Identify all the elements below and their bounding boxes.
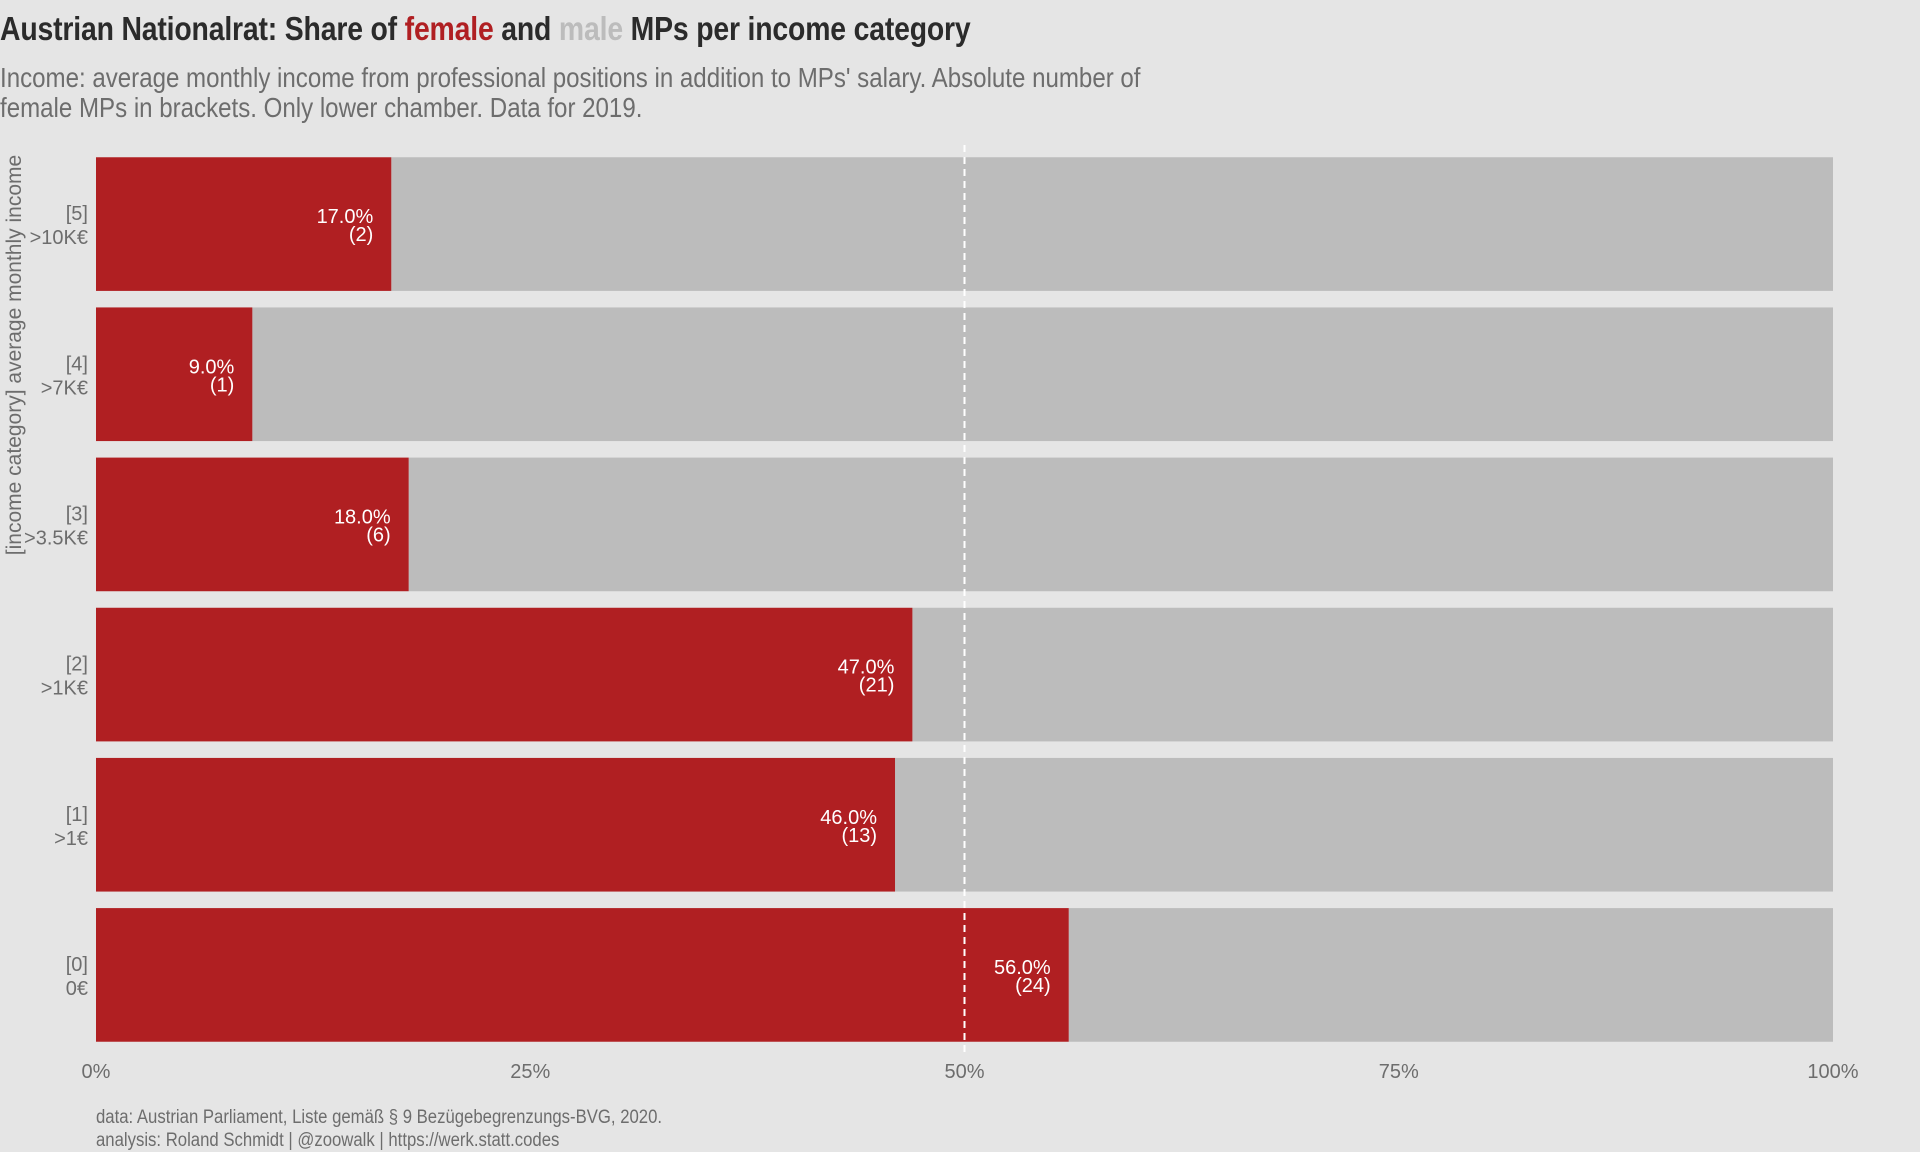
data-label-percent: 56.0% <box>994 957 1051 979</box>
bar-male <box>1068 908 1833 1042</box>
bar-female <box>96 607 913 742</box>
bar-female <box>96 457 409 592</box>
data-label-percent: 9.0% <box>189 356 235 378</box>
data-label-count: (6) <box>366 524 390 546</box>
data-label-count: (13) <box>841 825 877 847</box>
bar-chart: [5]>10K€ [4]>7K€ [3]>3.5K€ [2]>1K€ [1]>1€ [0]… <box>3 145 1859 1083</box>
bar-female <box>96 908 1069 1042</box>
category-code-label: [0] <box>66 954 88 976</box>
chart-subtitle: Income: average monthly income from prof… <box>0 63 1141 123</box>
category-code-label: [4] <box>66 353 88 375</box>
x-tick-label: 0% <box>82 1061 111 1083</box>
bar-male <box>252 307 1834 442</box>
bar-female <box>96 757 896 892</box>
category-income-label: >10K€ <box>30 227 88 249</box>
bar-female <box>96 307 253 442</box>
x-tick-label: 25% <box>510 1061 550 1083</box>
bar-male <box>895 757 1833 892</box>
data-label-count: (24) <box>1015 975 1051 997</box>
x-tick-label: 100% <box>1807 1061 1858 1083</box>
caption-line-2: analysis: Roland Schmidt | @zoowalk | ht… <box>96 1130 560 1151</box>
category-income-label: >1K€ <box>41 678 88 700</box>
y-axis-title: [income category] average monthly income <box>3 155 26 555</box>
category-income-label: >7K€ <box>41 377 88 399</box>
title-prefix: Austrian Nationalrat: Share of <box>0 10 405 47</box>
bar-male <box>912 607 1833 742</box>
data-label-percent: 46.0% <box>820 807 877 829</box>
subtitle-line-1: Income: average monthly income from prof… <box>0 62 1141 93</box>
data-label-percent: 18.0% <box>334 506 391 528</box>
bar-male <box>391 157 1833 291</box>
subtitle-line-2: female MPs in brackets. Only lower chamb… <box>0 92 643 123</box>
title-mid: and <box>493 10 559 47</box>
title-male-legend: male <box>558 10 623 47</box>
data-label-count: (21) <box>859 675 895 697</box>
category-income-label: >3.5K€ <box>24 527 88 549</box>
title-suffix: MPs per income category <box>622 10 971 47</box>
bar-female <box>96 157 392 291</box>
data-label-percent: 47.0% <box>838 657 895 679</box>
bar-male <box>408 457 1833 592</box>
category-code-label: [3] <box>66 503 88 525</box>
category-code-label: [2] <box>66 654 88 676</box>
category-code-label: [1] <box>66 804 88 826</box>
caption-line-1: data: Austrian Parliament, Liste gemäß §… <box>96 1107 663 1128</box>
chart-title: Austrian Nationalrat: Share of female an… <box>0 10 971 48</box>
chart-caption: data: Austrian Parliament, Liste gemäß §… <box>96 1106 662 1152</box>
x-tick-label: 75% <box>1379 1061 1419 1083</box>
category-code-label: [5] <box>66 203 88 225</box>
title-female-legend: female <box>404 10 494 47</box>
category-income-label: 0€ <box>66 978 88 1000</box>
data-label-count: (2) <box>349 224 373 246</box>
category-income-label: >1€ <box>54 828 88 850</box>
data-label-percent: 17.0% <box>317 206 374 228</box>
x-tick-label: 50% <box>944 1061 984 1083</box>
data-label-count: (1) <box>210 374 234 396</box>
